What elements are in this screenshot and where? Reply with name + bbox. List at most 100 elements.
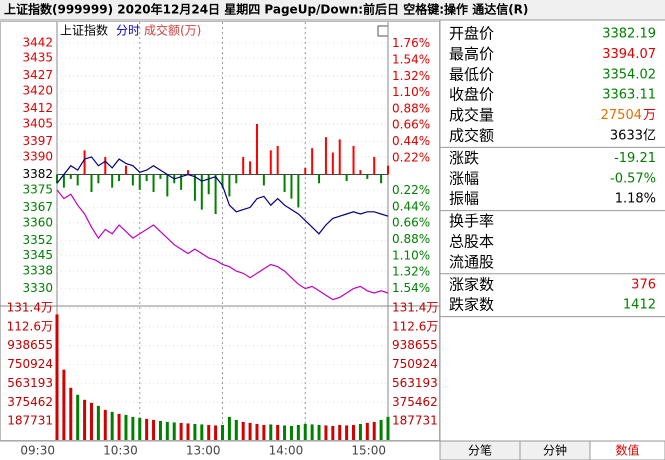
chart-frame bbox=[0, 21, 440, 441]
panel-toggle-icon[interactable] bbox=[377, 25, 389, 37]
y2-tick-label: 1.32% bbox=[392, 69, 430, 83]
tab-label[interactable]: 分钟 bbox=[543, 443, 567, 458]
volume-bar bbox=[138, 417, 142, 440]
volume-bar bbox=[214, 425, 218, 440]
breadth-bar bbox=[124, 165, 127, 175]
breadth-bar bbox=[83, 150, 86, 175]
breadth-bar bbox=[187, 170, 190, 175]
y-tick-label: 3338 bbox=[22, 264, 53, 278]
volume-bar bbox=[324, 425, 328, 440]
volume-bar bbox=[165, 421, 169, 440]
volume-bar bbox=[76, 394, 80, 440]
y-tick-label: 3330 bbox=[22, 281, 53, 295]
volume-bar bbox=[96, 405, 100, 440]
volume-tick-label: 938655 bbox=[392, 338, 438, 352]
y2-tick-label: 0.22% bbox=[392, 183, 430, 197]
window-title: 上证指数(999999) 2020年12月24日 星期四 PageUp/Down… bbox=[4, 2, 528, 17]
y-tick-label: 3397 bbox=[22, 134, 53, 148]
breadth-bar bbox=[214, 174, 217, 214]
title-bar bbox=[0, 0, 665, 20]
volume-tick-label: 563193 bbox=[392, 376, 438, 390]
tab-label[interactable]: 数值 bbox=[615, 443, 639, 458]
breadth-bar bbox=[138, 174, 141, 190]
breadth-bar bbox=[111, 174, 114, 188]
volume-tick-label: 750924 bbox=[7, 357, 53, 371]
y2-tick-label: 0.88% bbox=[392, 101, 430, 115]
breadth-bar bbox=[104, 156, 107, 175]
volume-bar bbox=[338, 424, 342, 440]
breadth-bar bbox=[145, 174, 148, 182]
volume-bar bbox=[310, 424, 314, 440]
volume-bar bbox=[62, 369, 66, 440]
quote-label: 成交量 bbox=[449, 106, 494, 124]
breadth-bar bbox=[56, 174, 58, 184]
volume-bar bbox=[117, 413, 121, 440]
volume-bar bbox=[103, 409, 107, 440]
breadth-bar bbox=[180, 174, 183, 190]
breadth-bar bbox=[380, 174, 383, 184]
breadth-bar bbox=[345, 174, 348, 182]
y-tick-label: 3420 bbox=[22, 84, 53, 98]
x-tick-label: 13:00 bbox=[186, 444, 221, 458]
breadth-bar bbox=[297, 174, 300, 208]
quote-label: 成交额 bbox=[449, 127, 494, 145]
breadth-bar bbox=[373, 156, 376, 175]
volume-bar bbox=[131, 416, 135, 440]
y2-tick-label: 1.76% bbox=[392, 36, 430, 50]
quote-label: 流通股 bbox=[449, 253, 494, 271]
volume-bar bbox=[89, 402, 93, 440]
volume-tick-label: 131.4万 bbox=[392, 301, 438, 315]
quote-label: 总股本 bbox=[449, 233, 494, 251]
volume-tick-label: 938655 bbox=[7, 338, 53, 352]
breadth-bar bbox=[242, 156, 245, 175]
breadth-bar bbox=[159, 174, 162, 179]
breadth-bar bbox=[207, 174, 210, 195]
volume-bar bbox=[276, 424, 280, 440]
volume-bar bbox=[386, 416, 390, 440]
quote-label: 跌家数 bbox=[449, 296, 494, 314]
breadth-bar bbox=[249, 161, 252, 175]
breadth-bar bbox=[318, 174, 321, 184]
quote-label: 涨幅 bbox=[449, 169, 479, 187]
volume-bar bbox=[262, 424, 266, 440]
breadth-bar bbox=[359, 170, 362, 175]
volume-bar bbox=[221, 424, 224, 440]
volume-bar bbox=[372, 421, 376, 440]
price-line bbox=[56, 189, 389, 301]
y-tick-label: 3427 bbox=[22, 68, 53, 82]
breadth-bar bbox=[90, 174, 93, 193]
breadth-bar bbox=[69, 174, 72, 179]
quote-value: 27504 bbox=[601, 108, 642, 123]
quote-value: 3394.07 bbox=[602, 47, 656, 62]
quote-value: 3363.11 bbox=[602, 88, 656, 103]
price-line bbox=[56, 156, 389, 235]
quote-value: 1.18% bbox=[615, 192, 656, 207]
breadth-bar bbox=[338, 139, 341, 175]
volume-tick-label: 187731 bbox=[7, 414, 53, 428]
volume-tick-label: 112.6万 bbox=[7, 319, 53, 333]
volume-bar bbox=[269, 424, 273, 440]
volume-bar bbox=[241, 421, 245, 440]
volume-bar bbox=[248, 422, 252, 440]
breadth-bar bbox=[235, 174, 238, 184]
volume-bar bbox=[352, 424, 356, 440]
volume-bar bbox=[158, 420, 162, 440]
y-tick-label: 3390 bbox=[22, 149, 53, 163]
tab-label[interactable]: 分笔 bbox=[468, 443, 492, 458]
quote-label: 最高价 bbox=[449, 45, 494, 63]
tab[interactable] bbox=[589, 440, 665, 460]
breadth-bar bbox=[352, 145, 355, 175]
y2-tick-label: 0.44% bbox=[392, 134, 430, 148]
volume-bar bbox=[152, 419, 156, 440]
volume-bar bbox=[110, 411, 114, 440]
x-tick-label: 09:30 bbox=[20, 444, 55, 458]
panel-label: 成交额(万) bbox=[144, 23, 201, 38]
breadth-bar bbox=[366, 174, 369, 179]
volume-bar bbox=[234, 419, 238, 440]
quote-label: 换手率 bbox=[449, 212, 494, 230]
volume-bar bbox=[379, 419, 383, 440]
volume-tick-label: 750924 bbox=[392, 357, 438, 371]
y-tick-label: 3435 bbox=[22, 51, 53, 65]
